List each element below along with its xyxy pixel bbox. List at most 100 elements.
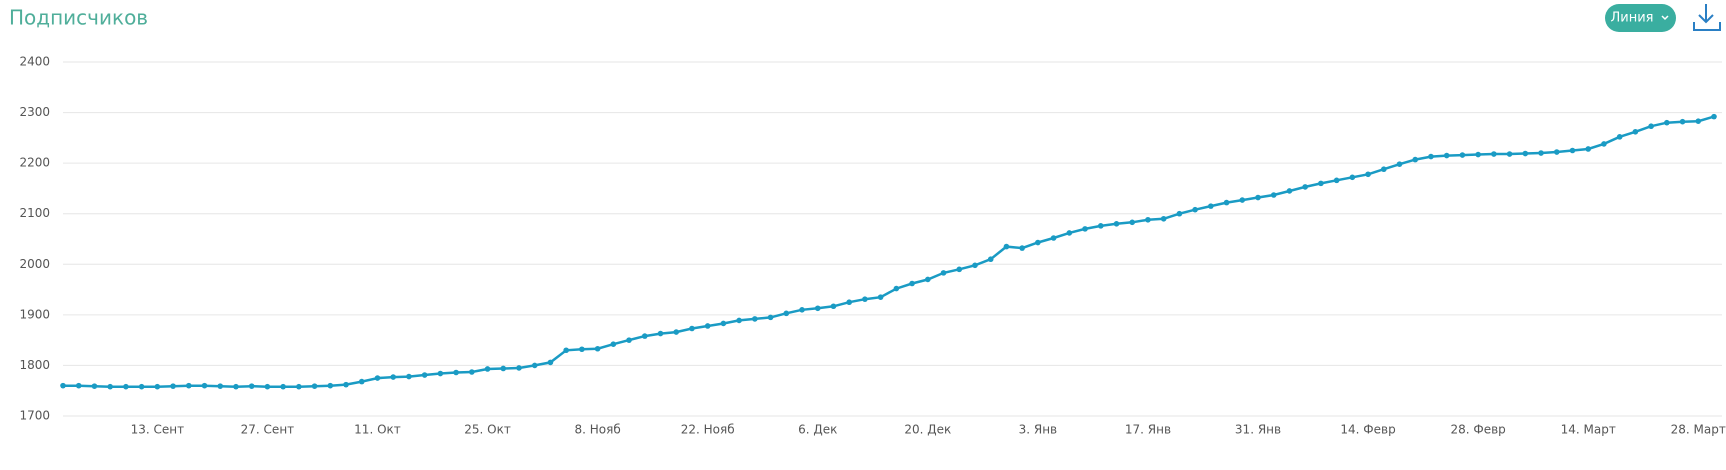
data-point	[280, 383, 286, 390]
data-point	[453, 369, 459, 376]
data-point	[201, 382, 208, 389]
data-point	[1270, 192, 1277, 198]
data-point	[626, 337, 632, 343]
x-tick-label: 8. Нояб	[574, 423, 620, 437]
data-point	[154, 383, 161, 390]
data-point	[846, 299, 852, 306]
data-point	[500, 365, 507, 372]
data-point	[469, 369, 475, 375]
x-tick-label: 14. Февр	[1340, 423, 1395, 437]
data-point	[91, 383, 98, 389]
data-point	[1333, 177, 1340, 184]
data-point	[1632, 128, 1639, 135]
button-bg[interactable]	[1605, 4, 1676, 32]
data-point	[1412, 156, 1419, 163]
x-tick-label: 28. Февр	[1450, 423, 1505, 437]
data-point	[374, 375, 381, 381]
data-point	[783, 310, 790, 317]
data-point	[1019, 245, 1025, 251]
x-tick-label: 31. Янв	[1235, 423, 1281, 437]
x-tick-label: 25. Окт	[464, 423, 511, 437]
chevron[interactable]	[1661, 15, 1669, 21]
data-point	[909, 280, 915, 287]
data-point	[406, 373, 412, 380]
data-point	[484, 366, 491, 372]
data-point	[1318, 180, 1324, 187]
data-point	[547, 359, 554, 366]
data-point	[327, 382, 334, 389]
data-point	[752, 316, 758, 322]
data-point	[594, 345, 601, 352]
data-point	[1506, 151, 1513, 157]
data-point	[1239, 197, 1246, 203]
data-point	[296, 383, 302, 390]
data-point	[1428, 153, 1434, 160]
y-tick-label: 2400	[19, 55, 50, 69]
data-point	[390, 374, 397, 380]
data-point	[516, 365, 522, 371]
data-point	[657, 330, 664, 337]
data-point	[1176, 210, 1183, 217]
data-point	[720, 320, 727, 327]
y-tick-label: 2200	[19, 156, 50, 170]
data-point	[1664, 119, 1670, 126]
data-point	[170, 383, 176, 389]
x-tick-label: 27. Сент	[241, 423, 295, 437]
data-point	[1616, 134, 1623, 140]
data-point	[531, 362, 538, 369]
data-point	[1538, 150, 1544, 156]
data-point	[1129, 219, 1136, 226]
data-point	[1223, 199, 1230, 206]
y-tick-label: 2100	[19, 206, 50, 220]
data-point	[138, 383, 145, 390]
x-tick-label: 13. Сент	[131, 423, 185, 437]
data-point	[1160, 215, 1167, 222]
data-point	[673, 329, 680, 335]
data-point	[877, 294, 884, 300]
type-button[interactable]: Линия	[1605, 4, 1676, 32]
x-tick-label: 17. Янв	[1125, 423, 1171, 437]
data-point	[1443, 152, 1450, 159]
arrow[interactable]	[1698, 4, 1714, 24]
data-point	[1522, 150, 1529, 157]
data-point	[1145, 216, 1151, 223]
data-point	[1066, 230, 1073, 236]
x-tick-label: 28. Март	[1671, 423, 1726, 437]
data-point	[893, 285, 900, 292]
data-point	[1475, 151, 1481, 158]
y-tick-label: 1800	[19, 358, 50, 372]
data-point	[1255, 194, 1261, 201]
data-point	[185, 382, 192, 389]
data-point	[1491, 151, 1497, 157]
data-point	[264, 383, 271, 390]
chart-title: Подписчиков	[9, 6, 148, 30]
data-point	[1648, 123, 1654, 130]
data-point	[610, 341, 617, 347]
download-icon[interactable]	[1693, 4, 1721, 31]
y-tick-label: 2300	[19, 105, 50, 119]
data-point	[358, 378, 365, 385]
data-point	[736, 317, 742, 324]
data-point	[563, 347, 569, 354]
data-point	[421, 372, 428, 378]
x-tick-label: 14. Март	[1561, 423, 1616, 437]
data-point	[972, 262, 978, 269]
data-point	[233, 383, 239, 390]
data-point	[1050, 235, 1057, 241]
data-point	[1349, 174, 1356, 181]
x-tick-label: 3. Янв	[1019, 423, 1058, 437]
data-point	[248, 383, 255, 389]
data-point	[814, 305, 821, 312]
data-point	[830, 303, 837, 310]
data-point	[1585, 146, 1592, 152]
data-point	[1286, 188, 1293, 194]
data-point	[956, 266, 963, 273]
data-point	[1553, 149, 1560, 155]
button-label[interactable]: Линия	[1611, 11, 1654, 26]
data-point	[1711, 113, 1717, 120]
data-point	[123, 383, 129, 390]
tray[interactable]	[1693, 22, 1721, 31]
data-point	[940, 270, 947, 276]
